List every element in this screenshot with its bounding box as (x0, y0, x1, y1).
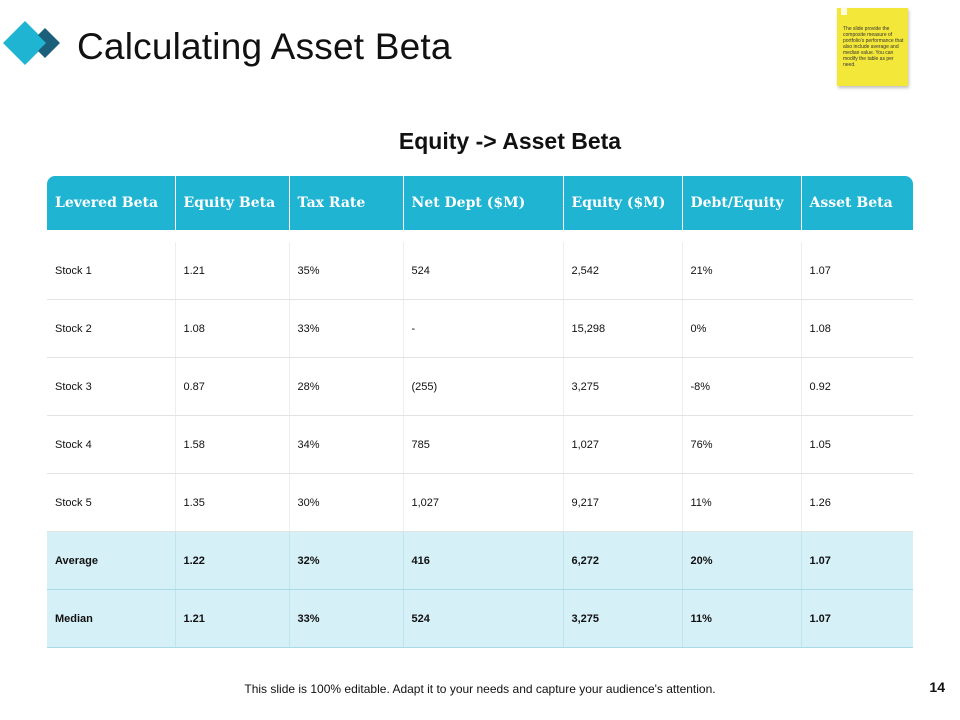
table-cell: 2,542 (563, 242, 683, 300)
table-cell: 524 (403, 242, 564, 300)
table-cell: 1.21 (175, 242, 290, 300)
sticky-note: The slide provide the composite measure … (837, 8, 908, 86)
table-header-row: Levered Beta Equity Beta Tax Rate Net De… (47, 176, 913, 230)
table-cell: 0.92 (801, 357, 913, 416)
table-cell: 1.05 (801, 415, 913, 474)
table-cell: 1.21 (175, 589, 290, 648)
table-title: Equity -> Asset Beta (398, 128, 622, 154)
table-cell: 3,275 (563, 357, 683, 416)
table-cell: 524 (403, 589, 564, 648)
table-cell: 1.08 (175, 299, 290, 358)
header-equity: Equity ($M) (563, 176, 683, 230)
table-row: Stock 1 1.21 35% 524 2,542 21% 1.07 (47, 242, 913, 300)
table-cell: 1,027 (403, 473, 564, 532)
table-cell: 1.07 (801, 531, 913, 590)
table-cell: (255) (403, 357, 564, 416)
page-number: 14 (929, 679, 945, 695)
table-row: Stock 2 1.08 33% - 15,298 0% 1.08 (47, 299, 913, 358)
table-cell: Stock 5 (47, 473, 176, 532)
table-cell: 416 (403, 531, 564, 590)
table-cell: 1.08 (801, 299, 913, 358)
table-cell: Average (47, 531, 176, 590)
table-cell: Stock 3 (47, 357, 176, 416)
table-cell: 28% (289, 357, 404, 416)
asset-beta-table: Levered Beta Equity Beta Tax Rate Net De… (47, 176, 913, 648)
table-cell: - (403, 299, 564, 358)
table-cell: 9,217 (563, 473, 683, 532)
table-cell: 11% (682, 589, 802, 648)
table-cell: 35% (289, 242, 404, 300)
table-cell: -8% (682, 357, 802, 416)
table-cell: 1.07 (801, 242, 913, 300)
table-cell: 1.22 (175, 531, 290, 590)
table-cell: 1,027 (563, 415, 683, 474)
table-cell: 1.07 (801, 589, 913, 648)
table-cell: 11% (682, 473, 802, 532)
table-cell: 785 (403, 415, 564, 474)
header-tax-rate: Tax Rate (289, 176, 404, 230)
table-cell: 1.35 (175, 473, 290, 532)
sticky-note-tab (841, 8, 847, 15)
header-net-dept: Net Dept ($M) (403, 176, 564, 230)
table-cell: Stock 4 (47, 415, 176, 474)
footer-text: This slide is 100% editable. Adapt it to… (244, 682, 716, 696)
header-asset-beta: Asset Beta (801, 176, 913, 230)
table-cell: 3,275 (563, 589, 683, 648)
table-cell: 21% (682, 242, 802, 300)
page-title: Calculating Asset Beta (77, 26, 452, 67)
table-cell: 6,272 (563, 531, 683, 590)
sticky-note-text: The slide provide the composite measure … (843, 26, 904, 68)
average-row: Average 1.22 32% 416 6,272 20% 1.07 (47, 531, 913, 590)
table-cell: Stock 1 (47, 242, 176, 300)
table-row: Stock 5 1.35 30% 1,027 9,217 11% 1.26 (47, 473, 913, 532)
diamond-logo-icon (3, 21, 60, 65)
table-cell: 1.26 (801, 473, 913, 532)
table-cell: 30% (289, 473, 404, 532)
table-cell: Median (47, 589, 176, 648)
table-cell: Stock 2 (47, 299, 176, 358)
header-equity-beta: Equity Beta (175, 176, 290, 230)
table-cell: 33% (289, 299, 404, 358)
table-cell: 32% (289, 531, 404, 590)
median-row: Median 1.21 33% 524 3,275 11% 1.07 (47, 589, 913, 648)
table-cell: 76% (682, 415, 802, 474)
table-cell: 0.87 (175, 357, 290, 416)
table-row: Stock 4 1.58 34% 785 1,027 76% 1.05 (47, 415, 913, 474)
table-cell: 1.58 (175, 415, 290, 474)
header-debt-equity: Debt/Equity (682, 176, 802, 230)
table-cell: 20% (682, 531, 802, 590)
table-cell: 0% (682, 299, 802, 358)
header-levered-beta: Levered Beta (47, 176, 176, 230)
table-cell: 34% (289, 415, 404, 474)
table-cell: 33% (289, 589, 404, 648)
table-cell: 15,298 (563, 299, 683, 358)
table-row: Stock 3 0.87 28% (255) 3,275 -8% 0.92 (47, 357, 913, 416)
